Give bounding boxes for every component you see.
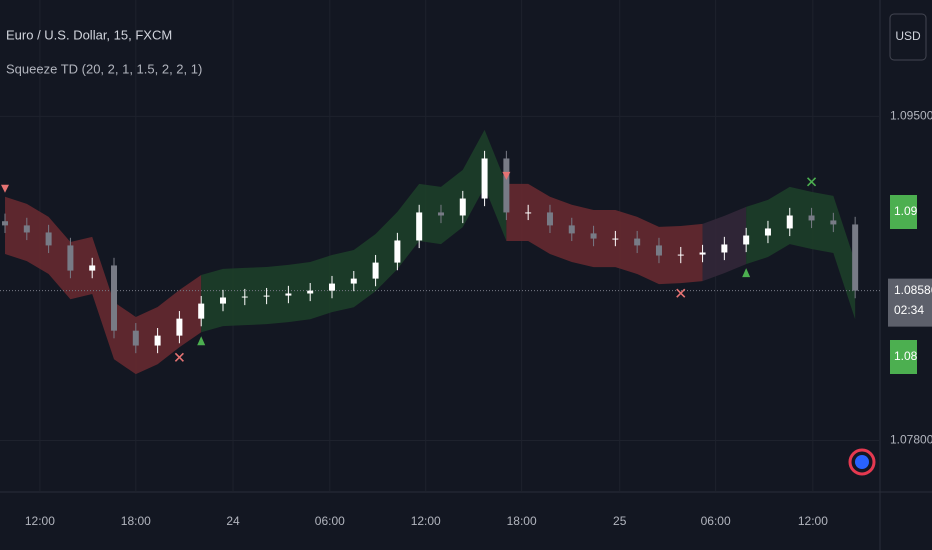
- last-price-badge: [888, 278, 932, 327]
- candle-body: [525, 212, 532, 214]
- band-zone: [201, 129, 507, 333]
- x-tick-label: 25: [613, 514, 627, 528]
- candle-body: [503, 158, 510, 213]
- lower-badge: [890, 340, 917, 374]
- candle-body: [241, 296, 248, 298]
- x-tick-label: 12:00: [25, 514, 55, 528]
- candle-body: [634, 238, 641, 246]
- candle-body: [677, 254, 684, 256]
- candle-body: [132, 330, 139, 346]
- upper-badge-label: 1.09: [894, 204, 918, 218]
- candle-body: [67, 245, 74, 271]
- candle-body: [590, 233, 597, 239]
- candle-body: [546, 212, 553, 226]
- candle-body: [852, 224, 859, 291]
- candle-body: [437, 212, 444, 216]
- candle-body: [699, 252, 706, 255]
- candle-body: [307, 290, 314, 294]
- candle-body: [481, 158, 488, 199]
- candle-body: [350, 278, 357, 284]
- candle-body: [263, 295, 270, 297]
- x-tick-label: 12:00: [798, 514, 828, 528]
- candle-body: [786, 215, 793, 229]
- candle-body: [394, 240, 401, 263]
- candle-body: [2, 221, 9, 226]
- x-tick-label: 12:00: [411, 514, 441, 528]
- band-zone: [506, 183, 703, 285]
- last-price-label: 1.08586: [894, 283, 932, 297]
- signal-down: [1, 184, 10, 193]
- candle-body: [198, 303, 205, 319]
- candle-body: [764, 228, 771, 236]
- candle-body: [612, 238, 619, 240]
- candle-body: [45, 232, 52, 246]
- band-zone: [746, 186, 856, 320]
- currency-button[interactable]: [889, 13, 927, 61]
- signal-x: [174, 352, 184, 362]
- candle-body: [111, 265, 118, 331]
- candle-body: [655, 245, 662, 256]
- candle-body: [830, 220, 837, 225]
- candle-body: [285, 293, 292, 296]
- signal-up: [742, 268, 751, 278]
- candle-body: [154, 335, 161, 346]
- candle-body: [808, 215, 815, 221]
- candle-body: [743, 235, 750, 245]
- plot: [0, 0, 880, 492]
- candle-body: [372, 262, 379, 279]
- signal-x: [676, 288, 686, 298]
- chart-title: Euro / U.S. Dollar, 15, FXCM: [6, 27, 172, 42]
- candle-body: [328, 283, 335, 291]
- x-tick-label: 18:00: [121, 514, 151, 528]
- x-tick-label: 24: [226, 514, 240, 528]
- y-tick-label: 1.09500: [890, 108, 932, 122]
- x-tick-label: 06:00: [315, 514, 345, 528]
- candle-body: [176, 318, 183, 336]
- signal-x: [806, 177, 817, 187]
- logo: [848, 448, 876, 476]
- x-tick-label: 18:00: [507, 514, 537, 528]
- candle-body: [416, 212, 423, 241]
- y-tick-label: 1.07800: [890, 433, 932, 447]
- candle-body: [23, 225, 30, 233]
- logo-core: [855, 455, 869, 469]
- candle-body: [459, 198, 466, 216]
- candle-body: [89, 265, 96, 271]
- candle-body: [568, 225, 575, 234]
- candle-body: [219, 297, 226, 304]
- currency-label[interactable]: USD: [895, 29, 921, 43]
- x-tick-label: 06:00: [701, 514, 731, 528]
- indicator-label: Squeeze TD (20, 2, 1, 1.5, 2, 2, 1): [6, 61, 202, 76]
- lower-badge-label: 1.08: [894, 349, 918, 363]
- band-zone: [5, 196, 202, 375]
- signal-up: [197, 336, 206, 346]
- countdown-label: 02:34: [894, 303, 924, 317]
- signal-down: [502, 171, 511, 180]
- candle-body: [721, 244, 728, 253]
- upper-badge: [890, 195, 917, 229]
